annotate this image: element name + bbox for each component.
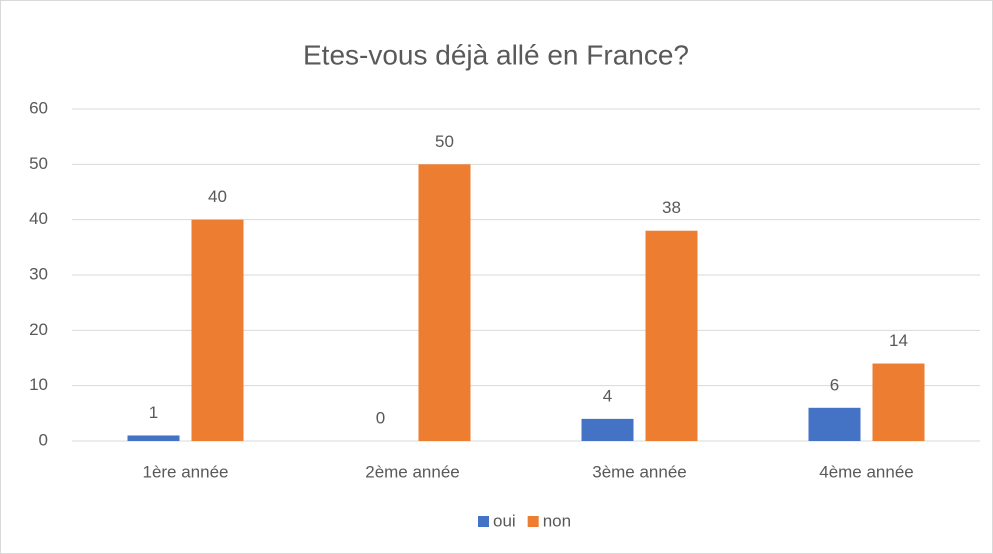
y-tick-label: 20	[29, 320, 48, 339]
y-tick-label: 30	[29, 264, 48, 283]
chart-title: Etes-vous déjà allé en France?	[303, 39, 689, 70]
bar	[581, 418, 634, 441]
legend-swatch	[527, 516, 539, 527]
data-label: 38	[662, 198, 681, 217]
bar	[808, 407, 861, 441]
legend-swatch	[478, 516, 489, 527]
data-label: 14	[889, 331, 908, 350]
data-label: 50	[435, 132, 454, 151]
bar	[645, 230, 698, 441]
y-tick-label: 0	[39, 430, 48, 449]
x-tick-label: 1ère année	[142, 462, 228, 481]
data-label: 40	[208, 187, 227, 206]
legend-label: oui	[493, 511, 516, 530]
x-tick-label: 3ème année	[592, 462, 687, 481]
y-tick-label: 60	[29, 98, 48, 117]
bar	[127, 435, 180, 441]
y-tick-label: 10	[29, 375, 48, 394]
y-tick-label: 50	[29, 154, 48, 173]
legend-label: non	[543, 511, 571, 530]
data-label: 4	[603, 386, 612, 405]
bar	[191, 219, 244, 441]
y-tick-label: 40	[29, 209, 48, 228]
x-tick-label: 4ème année	[819, 462, 914, 481]
bar	[872, 363, 925, 441]
x-tick-label: 2ème année	[365, 462, 460, 481]
data-label: 6	[830, 375, 839, 394]
bar	[418, 164, 471, 442]
data-label: 1	[149, 403, 158, 422]
data-label: 0	[376, 408, 385, 427]
